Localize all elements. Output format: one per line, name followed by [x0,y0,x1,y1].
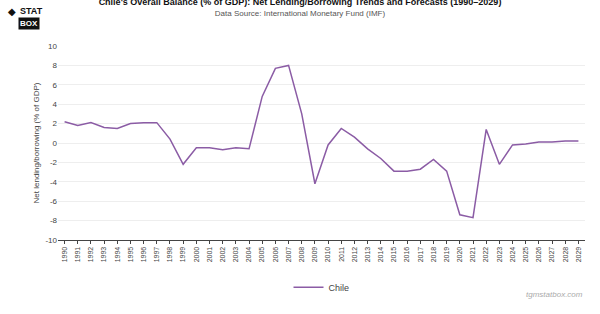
svg-text:2014: 2014 [377,247,384,263]
svg-text:2016: 2016 [403,247,410,263]
svg-text:2009: 2009 [311,247,318,263]
svg-text:1996: 1996 [140,247,147,263]
svg-text:2003: 2003 [232,247,239,263]
svg-text:2: 2 [53,119,58,128]
svg-text:Chile: Chile [329,283,350,293]
svg-text:2006: 2006 [272,247,279,263]
svg-text:2027: 2027 [548,247,555,263]
svg-text:1995: 1995 [127,247,134,263]
svg-text:2019: 2019 [443,247,450,263]
svg-text:BOX: BOX [20,19,38,28]
svg-text:-6: -6 [50,197,58,206]
svg-text:-4: -4 [50,178,58,187]
svg-text:-8: -8 [50,216,58,225]
svg-text:2001: 2001 [206,247,213,263]
svg-text:2025: 2025 [522,247,529,263]
svg-text:10: 10 [48,42,57,51]
svg-text:2021: 2021 [469,247,476,263]
svg-text:2029: 2029 [575,247,582,263]
svg-text:2028: 2028 [562,247,569,263]
svg-text:2005: 2005 [258,247,265,263]
svg-text:-2: -2 [50,158,58,167]
svg-text:1999: 1999 [179,247,186,263]
svg-text:2018: 2018 [430,247,437,263]
svg-text:8: 8 [53,61,58,70]
svg-text:◆: ◆ [8,6,16,17]
svg-text:6: 6 [53,81,58,90]
svg-text:tgmstatbox.com: tgmstatbox.com [526,290,583,299]
svg-text:1998: 1998 [166,247,173,263]
svg-text:STAT: STAT [20,6,43,16]
svg-text:Net lending/borrowing (% of GD: Net lending/borrowing (% of GDP) [32,82,41,203]
svg-text:2013: 2013 [364,247,371,263]
svg-text:2010: 2010 [324,247,331,263]
svg-text:2012: 2012 [351,247,358,263]
svg-text:2004: 2004 [245,247,252,263]
svg-text:Chile's Overall Balance (% of: Chile's Overall Balance (% of GDP): Net … [99,0,502,18]
svg-text:2002: 2002 [219,247,226,263]
svg-text:2026: 2026 [535,247,542,263]
svg-text:1994: 1994 [114,247,121,263]
svg-text:4: 4 [53,100,58,109]
svg-text:1992: 1992 [87,247,94,263]
svg-text:1990: 1990 [61,247,68,263]
svg-text:2022: 2022 [482,247,489,263]
svg-text:2011: 2011 [338,247,345,262]
svg-text:2023: 2023 [496,247,503,263]
svg-text:1993: 1993 [100,247,107,263]
svg-text:2008: 2008 [298,247,305,263]
svg-text:2007: 2007 [285,247,292,263]
svg-text:1997: 1997 [153,247,160,263]
svg-text:2000: 2000 [193,247,200,263]
svg-text:2020: 2020 [456,247,463,263]
svg-text:1991: 1991 [74,247,81,263]
svg-text:0: 0 [53,139,58,148]
svg-text:2017: 2017 [417,247,424,263]
svg-text:2024: 2024 [509,247,516,263]
svg-text:2015: 2015 [390,247,397,263]
svg-text:-10: -10 [45,236,57,245]
